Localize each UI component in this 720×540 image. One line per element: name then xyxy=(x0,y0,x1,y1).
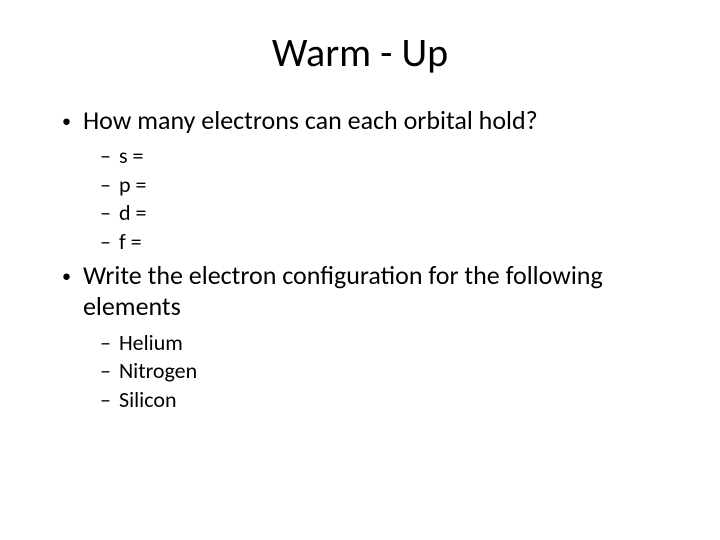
slide-container: Warm - Up • How many electrons can each … xyxy=(0,0,720,540)
bullet-dash-icon: – xyxy=(100,329,111,357)
bullet-dash-icon: – xyxy=(100,171,111,199)
sub-bullet-text: Silicon xyxy=(119,386,177,414)
bullet-dash-icon: – xyxy=(100,142,111,170)
bullet-dot-icon: • xyxy=(62,266,71,288)
sub-bullet-text: f = xyxy=(119,228,142,256)
sub-bullet-silicon: – Silicon xyxy=(100,386,670,414)
bullet-question-2: • Write the electron configuration for t… xyxy=(62,260,670,322)
sub-bullet-text: Helium xyxy=(119,329,183,357)
sub-bullet-d: – d = xyxy=(100,199,670,227)
sub-bullet-text: Nitrogen xyxy=(119,357,197,385)
sub-bullet-helium: – Helium xyxy=(100,329,670,357)
bullet-dash-icon: – xyxy=(100,199,111,227)
bullet-dash-icon: – xyxy=(100,386,111,414)
sub-bullet-text: p = xyxy=(119,171,147,199)
sub-bullet-text: d = xyxy=(119,199,147,227)
bullet-text: How many electrons can each orbital hold… xyxy=(83,105,538,136)
sub-bullet-text: s = xyxy=(119,142,144,170)
bullet-dash-icon: – xyxy=(100,228,111,256)
bullet-question-1: • How many electrons can each orbital ho… xyxy=(62,105,670,136)
sub-bullet-s: – s = xyxy=(100,142,670,170)
sub-bullet-f: – f = xyxy=(100,228,670,256)
slide-title: Warm - Up xyxy=(50,28,670,77)
sub-bullet-nitrogen: – Nitrogen xyxy=(100,357,670,385)
sub-bullet-p: – p = xyxy=(100,171,670,199)
bullet-dash-icon: – xyxy=(100,357,111,385)
bullet-dot-icon: • xyxy=(62,111,71,133)
bullet-text: Write the electron configuration for the… xyxy=(83,260,670,322)
